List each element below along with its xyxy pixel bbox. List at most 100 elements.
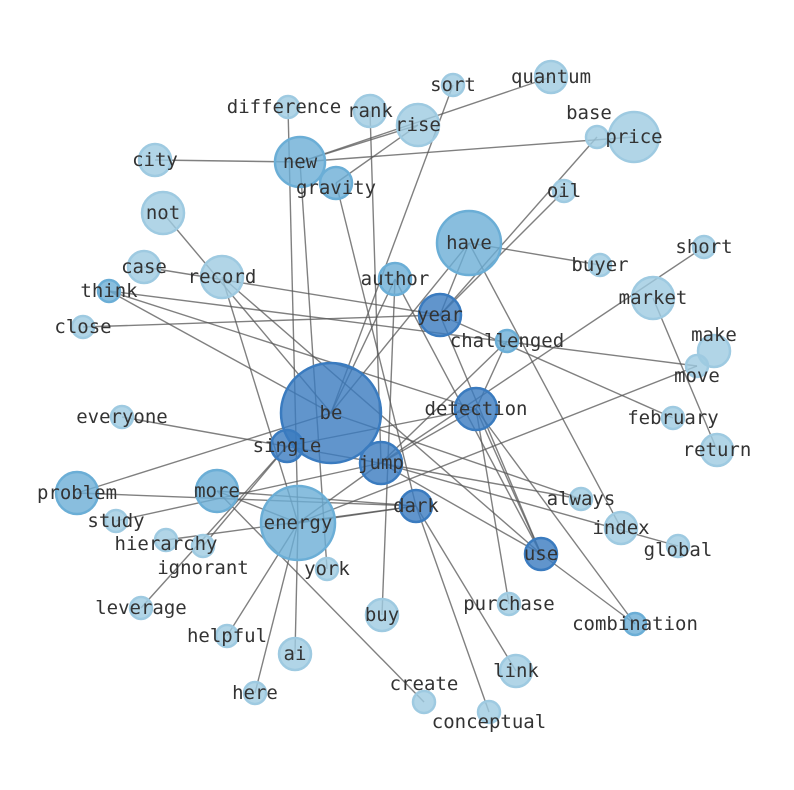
node-difference[interactable] bbox=[275, 94, 301, 120]
node-new[interactable] bbox=[273, 135, 327, 189]
node-label-helpful: helpful bbox=[187, 625, 267, 647]
node-label-ignorant: ignorant bbox=[157, 557, 249, 579]
node-label-challenged: challenged bbox=[450, 330, 564, 352]
node-label-base: base bbox=[566, 102, 612, 124]
node-gravity[interactable] bbox=[318, 165, 354, 201]
edge-detection-purchase bbox=[475, 408, 510, 605]
node-label-close: close bbox=[54, 316, 111, 338]
node-label-detection: detection bbox=[425, 398, 528, 420]
node-label-sort: sort bbox=[430, 74, 476, 96]
node-record[interactable] bbox=[199, 254, 245, 300]
node-everyone[interactable] bbox=[109, 404, 135, 430]
node-label-oil: oil bbox=[547, 180, 581, 202]
node-conceptual[interactable] bbox=[476, 699, 502, 725]
node-label-record: record bbox=[188, 266, 257, 288]
node-label-everyone: everyone bbox=[76, 406, 168, 428]
node-rise[interactable] bbox=[395, 102, 441, 148]
node-dark[interactable] bbox=[398, 488, 434, 524]
node-label-city: city bbox=[132, 149, 178, 171]
node-label-buy: buy bbox=[365, 604, 399, 626]
node-be[interactable] bbox=[279, 361, 383, 465]
node-close[interactable] bbox=[70, 314, 96, 340]
edge-dark-conceptual bbox=[415, 505, 490, 713]
node-global[interactable] bbox=[665, 533, 691, 559]
node-label-short: short bbox=[675, 236, 732, 258]
node-helpful[interactable] bbox=[214, 623, 240, 649]
node-have[interactable] bbox=[435, 209, 503, 277]
node-label-rise: rise bbox=[395, 114, 441, 136]
node-problem[interactable] bbox=[54, 470, 100, 516]
node-here[interactable] bbox=[242, 680, 268, 706]
node-single[interactable] bbox=[269, 428, 305, 464]
node-combination[interactable] bbox=[622, 611, 648, 637]
node-label-dark: dark bbox=[393, 495, 439, 517]
node-case[interactable] bbox=[126, 249, 162, 285]
node-challenged[interactable] bbox=[494, 328, 520, 354]
node-label-problem: problem bbox=[37, 482, 117, 504]
node-market[interactable] bbox=[630, 275, 676, 321]
node-quantum[interactable] bbox=[533, 59, 569, 95]
node-study[interactable] bbox=[103, 508, 129, 534]
node-label-february: february bbox=[627, 407, 719, 429]
edge-year-february bbox=[439, 314, 674, 419]
node-label-combination: combination bbox=[572, 613, 698, 635]
node-detection[interactable] bbox=[453, 386, 499, 432]
node-use[interactable] bbox=[523, 536, 559, 572]
node-author[interactable] bbox=[377, 261, 413, 297]
edge-use-combination bbox=[540, 553, 636, 625]
node-return[interactable] bbox=[699, 432, 735, 468]
node-label-have: have bbox=[446, 232, 492, 254]
node-leverage[interactable] bbox=[128, 595, 154, 621]
edge-move-energy bbox=[297, 365, 698, 524]
node-label-be: be bbox=[320, 402, 343, 424]
node-label-use: use bbox=[524, 543, 558, 565]
edge-case-year bbox=[143, 266, 441, 316]
node-always[interactable] bbox=[568, 486, 594, 512]
node-label-here: here bbox=[232, 682, 278, 704]
edge-more-create bbox=[216, 490, 425, 703]
node-buyer[interactable] bbox=[587, 252, 613, 278]
node-york[interactable] bbox=[314, 556, 340, 582]
edge-challenged-jump bbox=[380, 340, 508, 464]
node-ai[interactable] bbox=[277, 636, 313, 672]
node-price[interactable] bbox=[607, 110, 661, 164]
node-label-conceptual: conceptual bbox=[432, 711, 546, 733]
node-not[interactable] bbox=[140, 190, 186, 236]
node-label-new: new bbox=[283, 151, 318, 173]
edge-year-use bbox=[439, 314, 542, 555]
node-buy[interactable] bbox=[364, 597, 400, 633]
node-february[interactable] bbox=[660, 405, 686, 431]
edge-detection-combination bbox=[475, 408, 636, 625]
edge-think-detection bbox=[108, 290, 477, 410]
node-index[interactable] bbox=[603, 510, 639, 546]
node-label-index: index bbox=[592, 517, 649, 539]
node-label-year: year bbox=[417, 304, 463, 326]
node-think[interactable] bbox=[96, 278, 122, 304]
node-label-jump: jump bbox=[358, 452, 404, 474]
node-label-link: link bbox=[493, 660, 539, 682]
node-energy[interactable] bbox=[259, 484, 337, 562]
node-sort[interactable] bbox=[440, 72, 466, 98]
node-city[interactable] bbox=[137, 142, 173, 178]
node-short[interactable] bbox=[691, 234, 717, 260]
edge-record-energy bbox=[221, 276, 299, 524]
node-ignorant[interactable] bbox=[190, 533, 216, 559]
node-rank[interactable] bbox=[352, 93, 388, 129]
node-oil[interactable] bbox=[551, 178, 577, 204]
node-label-quantum: quantum bbox=[511, 66, 591, 88]
node-link[interactable] bbox=[498, 653, 534, 689]
edge-dark-link bbox=[415, 505, 517, 672]
node-purchase[interactable] bbox=[496, 591, 522, 617]
node-label-york: york bbox=[304, 558, 350, 580]
node-jump[interactable] bbox=[358, 440, 404, 486]
node-year[interactable] bbox=[417, 292, 463, 338]
node-label-not: not bbox=[146, 202, 180, 224]
node-hierarchy[interactable] bbox=[153, 527, 179, 553]
node-move[interactable] bbox=[684, 353, 710, 379]
node-label-single: single bbox=[253, 435, 322, 457]
node-label-market: market bbox=[619, 287, 688, 309]
node-more[interactable] bbox=[194, 468, 240, 514]
node-create[interactable] bbox=[411, 689, 437, 715]
